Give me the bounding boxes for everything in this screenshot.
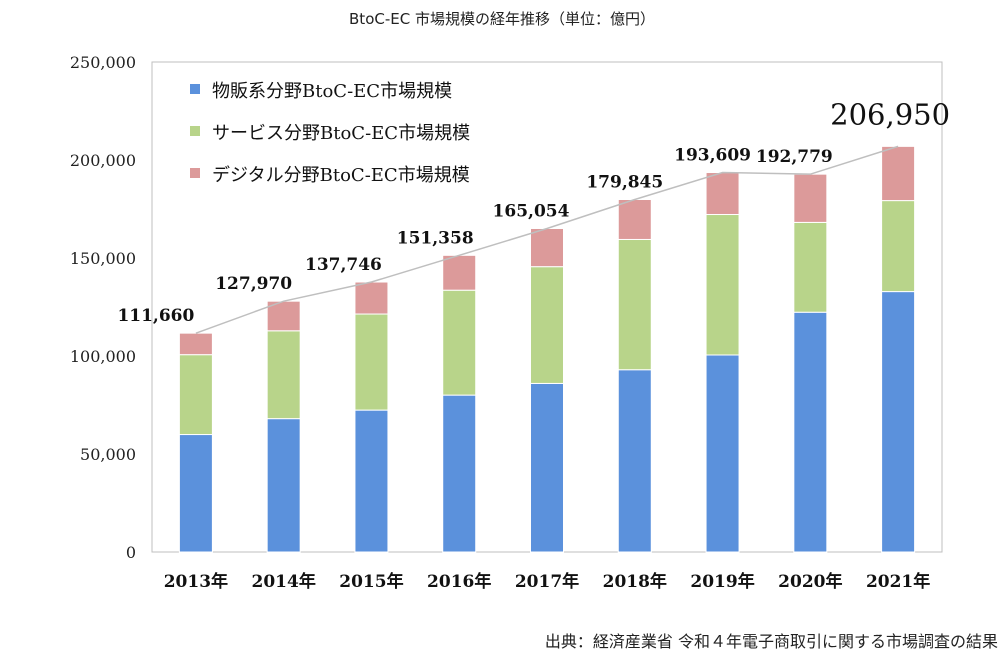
bar-segment-services bbox=[793, 221, 828, 313]
total-label: 206,950 bbox=[830, 97, 950, 131]
bar-segment-digital bbox=[793, 173, 828, 223]
x-category-label: 2015年 bbox=[339, 571, 403, 592]
bar-segment-services bbox=[442, 289, 477, 396]
bar-segment-digital bbox=[442, 254, 477, 291]
legend-label-goods: 物販系分野BtoC-EC市場規模 bbox=[212, 81, 452, 102]
bar-segment-digital bbox=[705, 172, 740, 216]
bar-segment-digital bbox=[178, 332, 213, 356]
x-category-label: 2018年 bbox=[603, 571, 667, 592]
bar-segment-digital bbox=[881, 145, 916, 202]
bar-segment-digital bbox=[266, 300, 301, 332]
x-category-label: 2021年 bbox=[866, 571, 930, 592]
y-tick-label: 50,000 bbox=[80, 445, 136, 464]
x-category-label: 2019年 bbox=[690, 571, 754, 592]
bar-segment-services bbox=[705, 214, 740, 356]
chart-title: BtoC-EC 市場規模の経年推移（単位：億円） bbox=[349, 10, 655, 28]
legend-swatch-goods bbox=[190, 84, 200, 94]
bar-segment-digital bbox=[530, 227, 564, 268]
y-tick-label: 250,000 bbox=[70, 53, 136, 72]
total-label: 151,358 bbox=[397, 228, 474, 248]
x-category-label: 2017年 bbox=[515, 571, 579, 592]
bar-segment-goods bbox=[793, 311, 828, 553]
bars bbox=[178, 145, 916, 553]
bar-segment-goods bbox=[178, 434, 213, 553]
bar-segment-goods bbox=[442, 394, 477, 553]
x-category-label: 2016年 bbox=[427, 571, 491, 592]
bar-segment-goods bbox=[881, 291, 916, 553]
total-label: 179,845 bbox=[586, 173, 663, 193]
bar-segment-services bbox=[617, 238, 652, 371]
legend-label-services: サービス分野BtoC-EC市場規模 bbox=[212, 123, 470, 144]
y-axis: 0 50,000 100,000 150,000 200,000 250,000 bbox=[70, 53, 136, 562]
bar-segment-digital bbox=[617, 199, 652, 240]
legend: 物販系分野BtoC-EC市場規模 サービス分野BtoC-EC市場規模 デジタル分… bbox=[190, 81, 470, 186]
source-note: 出典：経済産業省 令和４年電子商取引に関する市場調査の結果 bbox=[544, 632, 998, 651]
total-label: 165,054 bbox=[493, 201, 570, 221]
total-label: 111,660 bbox=[117, 306, 194, 326]
bar-segment-goods bbox=[617, 369, 652, 553]
bar-segment-goods bbox=[354, 409, 389, 553]
bar-segment-services bbox=[354, 313, 389, 411]
total-label: 137,746 bbox=[305, 255, 382, 275]
legend-label-digital: デジタル分野BtoC-EC市場規模 bbox=[212, 165, 470, 186]
legend-swatch-services bbox=[190, 126, 200, 136]
total-label: 192,779 bbox=[756, 147, 833, 167]
y-tick-label: 0 bbox=[126, 543, 136, 562]
y-tick-label: 150,000 bbox=[70, 249, 136, 268]
x-category-label: 2020年 bbox=[778, 571, 842, 592]
bar-segment-services bbox=[178, 354, 213, 436]
total-label: 127,970 bbox=[215, 274, 292, 294]
total-trend-line bbox=[195, 145, 899, 334]
bar-segment-goods bbox=[266, 418, 301, 553]
total-label: 193,609 bbox=[674, 146, 751, 166]
bar-segment-digital bbox=[354, 281, 389, 315]
total-labels: 111,660 127,970 137,746 151,358 165,054 179,8… bbox=[117, 97, 950, 326]
bar-segment-services bbox=[266, 330, 301, 420]
bar-segment-goods bbox=[530, 382, 564, 553]
bar-segment-services bbox=[530, 266, 564, 384]
legend-swatch-digital bbox=[190, 168, 200, 178]
x-category-label: 2014年 bbox=[252, 571, 316, 592]
bar-segment-goods bbox=[705, 354, 740, 553]
stacked-bar-chart: 0 50,000 100,000 150,000 200,000 250,000 111,… bbox=[70, 53, 950, 592]
y-tick-label: 200,000 bbox=[70, 151, 136, 170]
x-axis: 2013年 2014年 2015年 2016年 2017年 2018年 2019年 2020年… bbox=[164, 571, 931, 592]
y-tick-label: 100,000 bbox=[70, 347, 136, 366]
bar-segment-services bbox=[881, 200, 916, 293]
x-category-label: 2013年 bbox=[164, 571, 228, 592]
